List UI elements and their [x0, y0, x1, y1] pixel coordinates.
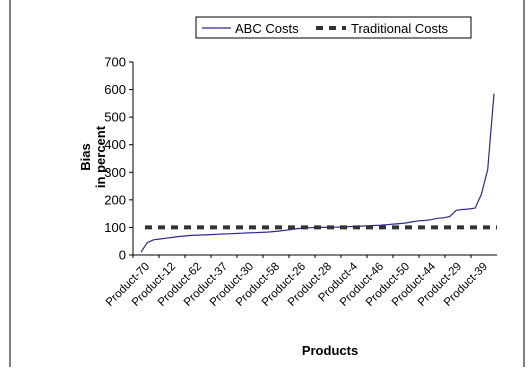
- y-tick-label: 100: [104, 220, 126, 235]
- y-tick-label: 400: [104, 137, 126, 152]
- legend: ABC Costs Traditional Costs: [195, 16, 472, 39]
- y-tick-label: 200: [104, 192, 126, 207]
- series-layer: [140, 93, 497, 253]
- x-axis-title: Products: [302, 343, 358, 358]
- y-axis-title-line1: Bias: [78, 143, 93, 170]
- y-tick-label: 500: [104, 110, 126, 125]
- y-tick-label: 700: [104, 55, 126, 70]
- y-tick-label: 300: [104, 165, 126, 180]
- y-axis-title-line2: in percent: [93, 125, 108, 188]
- legend-label-abc: ABC Costs: [235, 21, 299, 36]
- x-ticks: Product-70Product-12Product-62Product-37…: [104, 255, 490, 309]
- y-tick-label: 600: [104, 82, 126, 97]
- legend-label-traditional: Traditional Costs: [351, 21, 449, 36]
- y-ticks: 0 100 200 300 400 500 600 700: [104, 55, 133, 263]
- y-tick-label: 0: [119, 248, 126, 263]
